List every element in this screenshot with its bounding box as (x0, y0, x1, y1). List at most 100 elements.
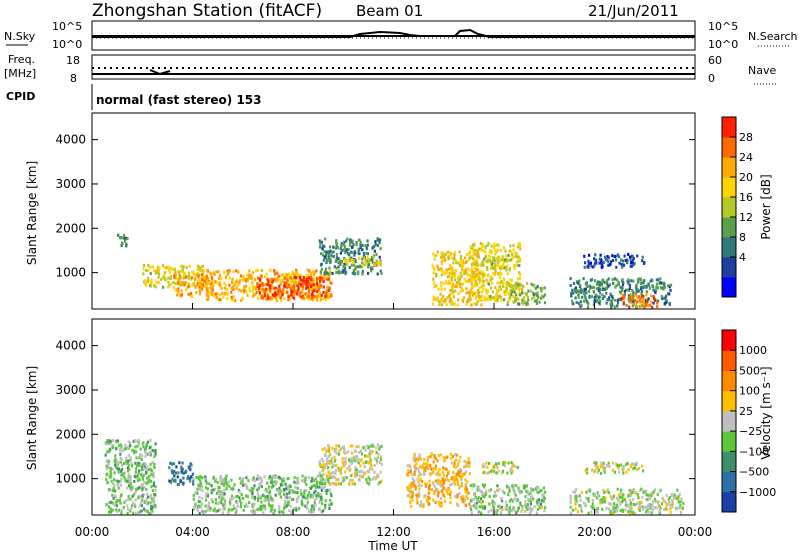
power-cell (491, 277, 494, 280)
velocity-cell (130, 464, 134, 468)
velocity-cell (517, 486, 520, 490)
velocity-cell (355, 445, 358, 449)
velocity-cell (111, 493, 114, 497)
power-cell (621, 286, 624, 290)
power-cell (318, 282, 321, 286)
power-cell (187, 274, 190, 278)
power-cell (246, 293, 249, 297)
power-cell (269, 277, 272, 281)
power-cell (644, 301, 647, 305)
power-cell (237, 270, 240, 274)
power-cell (454, 269, 458, 273)
velocity-cell (353, 472, 356, 476)
velocity-cell (633, 466, 637, 470)
velocity-cell (414, 457, 417, 461)
velocity-cell (437, 478, 440, 482)
power-cell (375, 261, 378, 265)
power-cell (641, 259, 644, 263)
velocity-cell (355, 468, 358, 472)
power-cell (629, 294, 632, 298)
velocity-cell (320, 510, 323, 514)
velocity-cell (143, 485, 146, 489)
velocity-cell (476, 488, 479, 492)
velocity-cell (327, 466, 330, 470)
velocity-cell (641, 495, 644, 499)
velocity-cell (119, 496, 122, 500)
power-cell (305, 280, 308, 284)
velocity-cell (108, 450, 111, 454)
velocity-cell (145, 468, 148, 471)
velocity-cell (647, 493, 650, 497)
power-colorbar-tick-label: 20 (739, 171, 753, 184)
velocity-cell (459, 495, 463, 499)
velocity-cell (345, 476, 348, 480)
power-cell (486, 243, 489, 247)
velocity-cell (224, 478, 227, 482)
power-cell (574, 289, 577, 292)
velocity-cell (271, 504, 274, 508)
power-cell (608, 298, 611, 302)
velocity-cell (230, 478, 233, 482)
power-cell (660, 281, 663, 285)
power-cell (498, 281, 501, 285)
velocity-cell (178, 461, 181, 465)
velocity-cell (179, 480, 182, 484)
velocity-cell (464, 504, 467, 507)
velocity-cell (123, 447, 126, 451)
power-cell (487, 295, 490, 299)
velocity-cell (487, 510, 490, 513)
power-cell (287, 295, 290, 299)
power-cell (496, 243, 499, 247)
velocity-cell (442, 493, 445, 497)
power-cell (445, 303, 448, 307)
velocity-cell (457, 462, 460, 466)
power-cell (577, 301, 581, 305)
power-cell (325, 267, 328, 271)
velocity-cell (470, 508, 473, 511)
power-cell (248, 273, 251, 277)
velocity-cell (413, 464, 416, 468)
power-cell (196, 268, 199, 272)
velocity-cell (139, 495, 142, 499)
velocity-cell (120, 467, 124, 471)
velocity-cell (584, 469, 587, 473)
power-cell (633, 303, 637, 307)
power-cell (309, 297, 312, 301)
velocity-cell (221, 503, 225, 507)
power-cell (619, 291, 622, 295)
velocity-cell (588, 487, 592, 491)
power-cell (588, 253, 591, 257)
power-cell (232, 270, 235, 273)
velocity-cell (311, 510, 315, 514)
velocity-cell (139, 510, 142, 514)
velocity-cell (368, 445, 371, 449)
velocity-cell (419, 478, 422, 482)
power-cell (578, 279, 581, 283)
velocity-cell (129, 444, 132, 448)
power-cell (178, 274, 181, 278)
power-cell (251, 284, 254, 288)
power-cell (520, 283, 523, 287)
power-cell (328, 266, 331, 270)
velocity-cell (337, 482, 340, 485)
power-cell (453, 274, 456, 278)
velocity-cell (617, 494, 620, 498)
velocity-cell (119, 479, 122, 483)
velocity-cell (436, 482, 439, 486)
velocity-cell (378, 447, 381, 451)
power-cell (147, 276, 150, 280)
velocity-cell (269, 504, 272, 508)
velocity-cell (268, 487, 271, 491)
power-cell (287, 285, 290, 289)
velocity-cell (180, 467, 183, 471)
power-cell (543, 293, 546, 297)
power-cell (210, 293, 213, 297)
velocity-cell (171, 462, 174, 466)
power-cell (474, 248, 477, 252)
velocity-cell (596, 510, 599, 514)
velocity-cell (631, 462, 634, 466)
power-cell (579, 300, 583, 304)
velocity-cell (621, 510, 624, 513)
velocity-cell (365, 478, 368, 482)
velocity-cell (614, 509, 617, 513)
